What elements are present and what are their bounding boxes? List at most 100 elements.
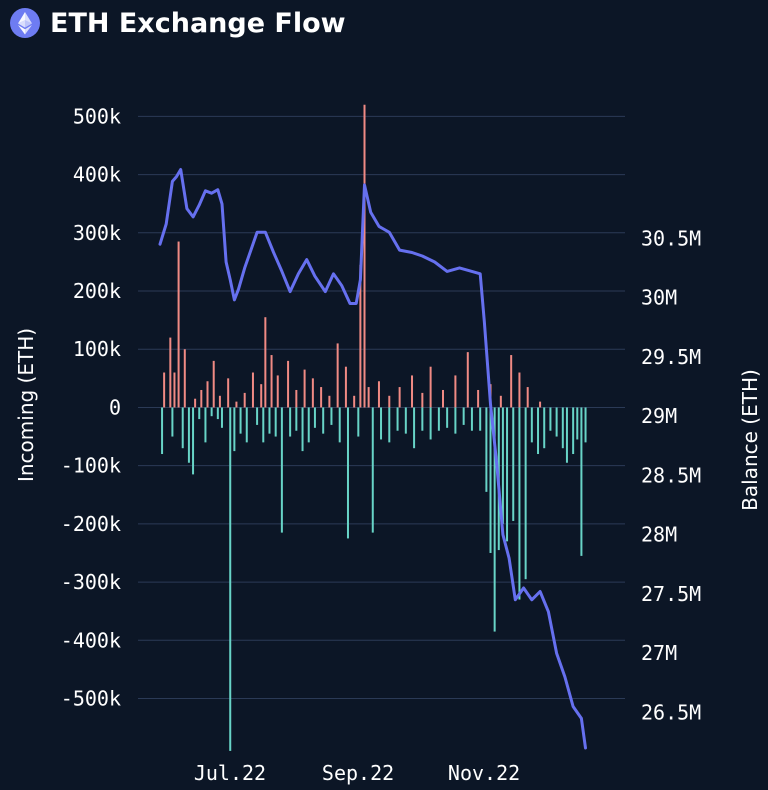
flow-bars	[161, 104, 587, 751]
left-tick-label: -500k	[61, 687, 121, 711]
left-axis-title: Incoming (ETH)	[14, 328, 38, 482]
outgoing-bar	[161, 407, 164, 455]
incoming-bar	[320, 387, 323, 408]
incoming-bar	[344, 366, 347, 408]
outgoing-bar	[446, 407, 449, 428]
left-tick-label: 200k	[73, 279, 121, 303]
outgoing-bar	[307, 407, 310, 443]
incoming-bar	[311, 378, 314, 408]
left-tick-label: 400k	[73, 163, 121, 187]
incoming-bar	[388, 395, 391, 408]
outgoing-bar	[346, 407, 349, 539]
incoming-bar	[442, 389, 445, 408]
outgoing-bar	[572, 407, 575, 455]
balance-line	[158, 168, 587, 750]
outgoing-bar	[220, 407, 223, 428]
incoming-bar	[212, 360, 215, 408]
chart-header: ETH Exchange Flow	[10, 6, 346, 40]
outgoing-bar	[561, 407, 564, 449]
incoming-bar	[359, 264, 362, 408]
outgoing-bar	[506, 407, 509, 542]
outgoing-bar	[462, 407, 465, 425]
outgoing-bar	[187, 407, 190, 463]
outgoing-bar	[280, 407, 283, 533]
outgoing-bar	[489, 407, 492, 553]
gridlines	[138, 115, 625, 700]
left-tick-label: -400k	[61, 628, 121, 652]
outgoing-bar	[518, 407, 521, 600]
incoming-bar	[499, 395, 502, 408]
right-axis-title: Balance (ETH)	[738, 369, 762, 511]
outgoing-bar	[396, 407, 399, 431]
incoming-bar	[173, 372, 176, 408]
incoming-bar	[421, 392, 424, 408]
incoming-bar	[429, 366, 432, 408]
incoming-bar	[336, 343, 339, 408]
chart-title: ETH Exchange Flow	[50, 7, 346, 39]
outgoing-bar	[229, 407, 232, 751]
incoming-bar	[377, 381, 380, 408]
outgoing-bar	[565, 407, 568, 463]
incoming-bar	[177, 241, 180, 408]
right-tick-label: 27M	[641, 641, 677, 665]
left-axis-ticks: 500k 400k 300k 200k 100k 0 -100k -200k -300k -400…	[61, 104, 121, 710]
outgoing-bar	[485, 407, 488, 492]
outgoing-bar	[245, 407, 248, 443]
outgoing-bar	[210, 407, 213, 417]
right-axis-ticks: 30.5M 30M 29.5M 29M 28.5M 28M 27.5M 27M 26.5M	[641, 226, 701, 724]
incoming-bar	[163, 372, 166, 408]
incoming-bar	[251, 372, 254, 408]
outgoing-bar	[576, 407, 579, 440]
outgoing-bar	[239, 407, 242, 434]
balance-line-layer	[158, 168, 587, 750]
ethereum-icon	[10, 8, 40, 38]
outgoing-bar	[524, 407, 527, 580]
incoming-bar	[454, 375, 457, 408]
outgoing-bar	[549, 407, 552, 431]
left-tick-label: -200k	[61, 512, 121, 536]
outgoing-bar	[413, 407, 416, 449]
outgoing-bar	[380, 407, 383, 440]
left-tick-label: -300k	[61, 570, 121, 594]
right-tick-label: 28.5M	[641, 463, 701, 487]
right-tick-label: 30.5M	[641, 226, 701, 250]
incoming-bar	[287, 360, 290, 408]
left-tick-label: 500k	[73, 104, 121, 128]
incoming-bar	[227, 378, 230, 408]
right-tick-label: 29M	[641, 404, 677, 428]
right-tick-label: 28M	[641, 523, 677, 547]
outgoing-bar	[388, 407, 391, 443]
incoming-bar	[200, 389, 203, 408]
x-tick-label: Nov.22	[448, 761, 520, 785]
incoming-bar	[353, 395, 356, 408]
outgoing-bar	[479, 407, 482, 431]
incoming-bar	[328, 395, 331, 408]
x-tick-label: Sep.22	[322, 761, 394, 785]
outgoing-bar	[429, 407, 432, 440]
right-tick-label: 30M	[641, 286, 677, 310]
incoming-bar	[276, 375, 279, 408]
outgoing-bar	[338, 407, 341, 443]
incoming-bar	[295, 389, 298, 408]
left-tick-label: 300k	[73, 221, 121, 245]
outgoing-bar	[256, 407, 259, 425]
outgoing-bar	[289, 407, 292, 437]
outgoing-bar	[216, 407, 219, 420]
outgoing-bar	[493, 407, 496, 632]
outgoing-bar	[204, 407, 207, 443]
outgoing-bar	[512, 407, 515, 521]
incoming-bar	[243, 392, 246, 408]
x-axis-ticks: Jul.22 Sep.22 Nov.22	[194, 761, 520, 785]
outgoing-bar	[181, 407, 184, 449]
outgoing-bar	[262, 407, 265, 443]
x-tick-label: Jul.22	[194, 761, 266, 785]
outgoing-bar	[268, 407, 271, 434]
left-tick-label: 0	[109, 395, 121, 419]
outgoing-bar	[437, 407, 440, 431]
incoming-bar	[183, 349, 186, 408]
right-tick-label: 26.5M	[641, 700, 701, 724]
outgoing-bar	[357, 407, 360, 437]
outgoing-bar	[274, 407, 277, 437]
outgoing-bar	[171, 407, 174, 437]
